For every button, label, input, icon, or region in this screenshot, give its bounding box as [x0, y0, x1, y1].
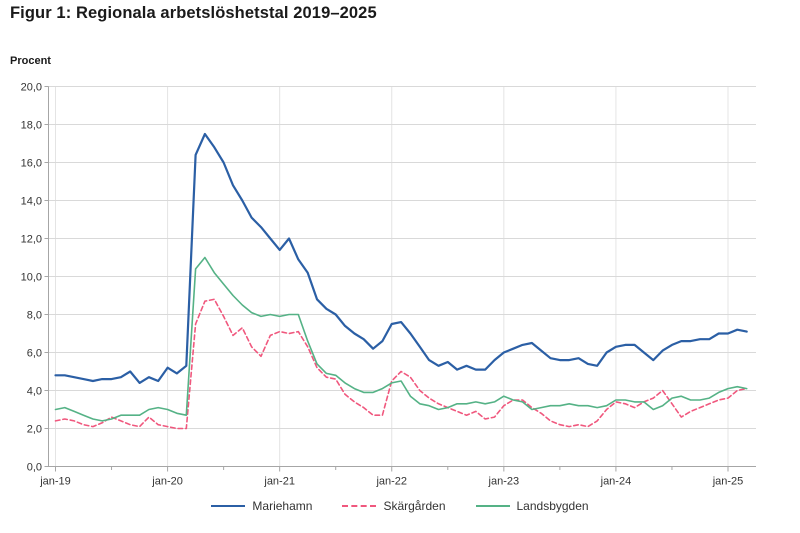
chart-legend: Mariehamn Skärgården Landsbygden	[0, 499, 800, 513]
landsbygden-line-sample-icon	[475, 505, 510, 507]
legend-item-skargarden: Skärgården	[342, 499, 446, 513]
x-tick-label: jan-20	[151, 476, 183, 488]
y-tick-label: 20,0	[21, 82, 42, 94]
figure-title: Figur 1: Regionala arbetslöshetstal 2019…	[10, 4, 377, 22]
x-tick-label: jan-23	[488, 476, 520, 488]
skärgården-line	[54, 298, 748, 430]
legend-label-skargarden: Skärgården	[383, 499, 446, 513]
x-tick-label: jan-19	[39, 476, 71, 488]
y-tick-label: 6,0	[27, 348, 42, 360]
y-axis-title: Procent	[10, 55, 51, 67]
mariehamn-line-sample-icon	[211, 505, 246, 507]
y-tick-label: 14,0	[21, 196, 42, 208]
skargarden-line-sample-icon	[342, 505, 377, 507]
mariehamn-line	[54, 132, 748, 384]
x-tick-label: jan-21	[263, 476, 295, 488]
x-tick-label: jan-25	[712, 476, 744, 488]
legend-label-mariehamn: Mariehamn	[252, 499, 313, 513]
legend-item-landsbygden: Landsbygden	[475, 499, 589, 513]
legend-label-landsbygden: Landsbygden	[516, 499, 589, 513]
landsbygden-line	[54, 256, 748, 422]
y-tick-label: 2,0	[27, 424, 42, 436]
x-tick-label: jan-22	[375, 476, 407, 488]
x-tick-label: jan-24	[600, 476, 632, 488]
legend-item-mariehamn: Mariehamn	[211, 499, 312, 513]
y-tick-label: 8,0	[27, 310, 42, 322]
y-tick-label: 4,0	[27, 386, 42, 398]
y-tick-label: 18,0	[21, 120, 42, 132]
y-tick-label: 16,0	[21, 158, 42, 170]
y-tick-label: 12,0	[21, 234, 42, 246]
y-tick-label: 0,0	[27, 462, 42, 474]
y-tick-label: 10,0	[21, 272, 42, 284]
